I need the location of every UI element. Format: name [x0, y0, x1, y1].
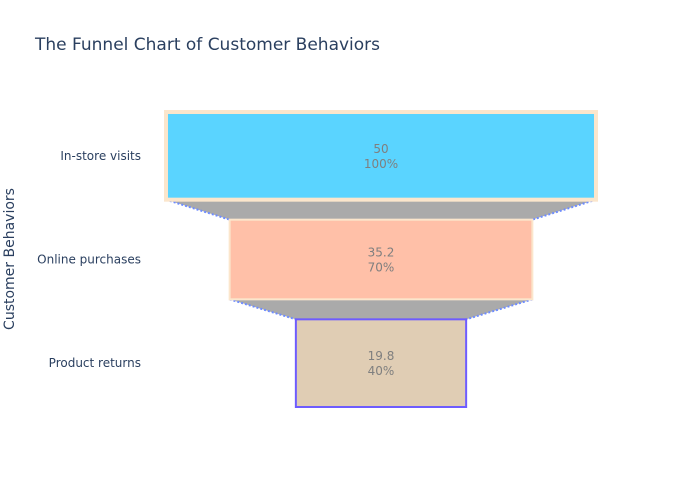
funnel-bar-online-purchases: [228, 218, 534, 301]
funnel-value-label: 19.8: [368, 349, 395, 363]
connector-edge-right: [465, 298, 533, 321]
funnel-value-label: 35.2: [368, 246, 395, 260]
y-tick-label: Online purchases: [37, 253, 141, 267]
funnel-bars: [164, 110, 598, 409]
funnel-bar-product-returns: [294, 318, 468, 409]
y-tick-label: Product returns: [49, 356, 141, 370]
funnel-connectors: [165, 198, 597, 321]
y-axis-ticks: In-store visits Online purchases Product r…: [37, 149, 141, 370]
connector-edge-right: [532, 198, 597, 221]
funnel-value-label: 50: [373, 142, 388, 156]
y-tick-label: In-store visits: [60, 149, 141, 163]
chart-title: The Funnel Chart of Customer Behaviors: [34, 35, 380, 55]
funnel-percent-label: 100%: [364, 157, 398, 171]
connector-edge-left: [165, 198, 230, 221]
funnel-percent-label: 40%: [368, 364, 395, 378]
funnel-connector: [229, 299, 533, 320]
funnel-percent-label: 70%: [368, 261, 395, 275]
connector-edge-left: [229, 298, 297, 321]
funnel-connector: [166, 199, 596, 220]
y-axis-label: Customer Behaviors: [2, 188, 18, 330]
funnel-bar-in-store-visits: [164, 110, 598, 202]
